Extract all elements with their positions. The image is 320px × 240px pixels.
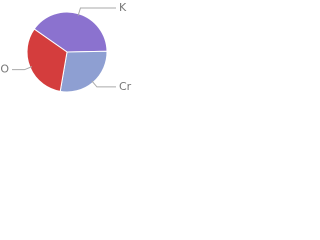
slice-label: Cr <box>119 80 132 93</box>
leader-line <box>91 80 116 88</box>
pie-slice <box>59 50 108 93</box>
chart: K Cr O <box>0 1 132 93</box>
leader-line <box>12 66 33 71</box>
leader-line <box>77 7 116 16</box>
slice-label: O <box>0 63 9 76</box>
slice-label: K <box>119 1 127 14</box>
